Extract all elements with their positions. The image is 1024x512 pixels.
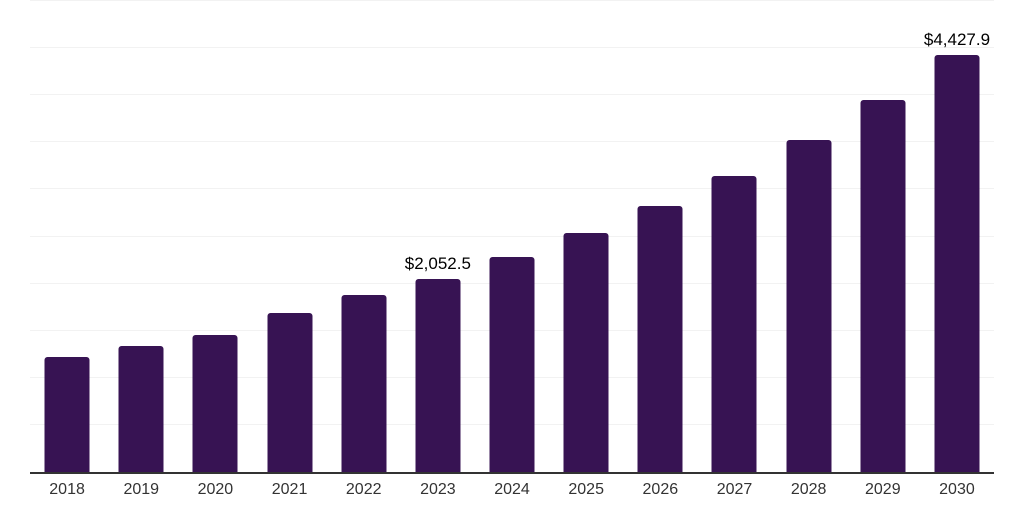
gridline (30, 94, 994, 96)
bar-slot-2029 (846, 0, 920, 472)
bar-2024 (489, 256, 535, 472)
bar-slots: $2,052.5 $4,427.9 (30, 0, 994, 472)
bar-2025 (563, 232, 609, 472)
x-tick-label-2021: 2021 (271, 481, 308, 498)
bar-2027 (711, 175, 757, 472)
x-tick-label-2028: 2028 (790, 481, 827, 498)
gridline (30, 235, 994, 237)
bar-slot-2018 (30, 0, 104, 472)
bar-slot-2023: $2,052.5 (401, 0, 475, 472)
bar-2020 (192, 334, 238, 472)
bar-value-label-2023: $2,052.5 (404, 253, 471, 273)
gridline (30, 188, 994, 190)
bar-slot-2030: $4,427.9 (920, 0, 994, 472)
x-tick-label-2026: 2026 (642, 481, 679, 498)
bar-slot-2020 (178, 0, 252, 472)
gridline (30, 47, 994, 49)
bar-2028 (786, 139, 832, 472)
gridline (30, 0, 994, 1)
bar-slot-2025 (549, 0, 623, 472)
x-tick-label-2018: 2018 (49, 481, 85, 498)
x-tick-label-2030: 2030 (939, 481, 975, 498)
bar-slot-2022 (327, 0, 401, 472)
bar-value-label-2030: $4,427.9 (923, 29, 991, 49)
bar-slot-2028 (772, 0, 846, 472)
x-tick-label-2025: 2025 (568, 481, 604, 498)
plot-area: $2,052.5 $4,427.9 (30, 0, 994, 474)
bar-2022 (341, 294, 387, 472)
x-tick-label-2029: 2029 (865, 481, 901, 498)
gridline (30, 141, 994, 143)
x-tick-label-2023: 2023 (420, 481, 456, 498)
bar-2029 (860, 99, 906, 472)
x-axis: 2018 2019 2020 2021 2022 2023 2024 2025 2026 2027… (30, 480, 994, 499)
x-tick-label-2020: 2020 (197, 481, 234, 498)
bar-slot-2024 (475, 0, 549, 472)
bar-2026 (637, 205, 683, 472)
x-tick-label-2024: 2024 (494, 481, 530, 498)
bar-slot-2021 (252, 0, 326, 472)
bar-slot-2027 (697, 0, 771, 472)
x-tick-label-2019: 2019 (123, 481, 160, 498)
bar-2021 (267, 313, 313, 472)
x-tick-label-2022: 2022 (345, 481, 382, 498)
bar-2030 (934, 54, 980, 472)
bar-slot-2026 (623, 0, 697, 472)
bar-2023 (415, 278, 461, 472)
bar-2019 (118, 345, 164, 472)
bar-2018 (44, 357, 90, 472)
bar-slot-2019 (104, 0, 178, 472)
x-tick-label-2027: 2027 (716, 481, 753, 498)
